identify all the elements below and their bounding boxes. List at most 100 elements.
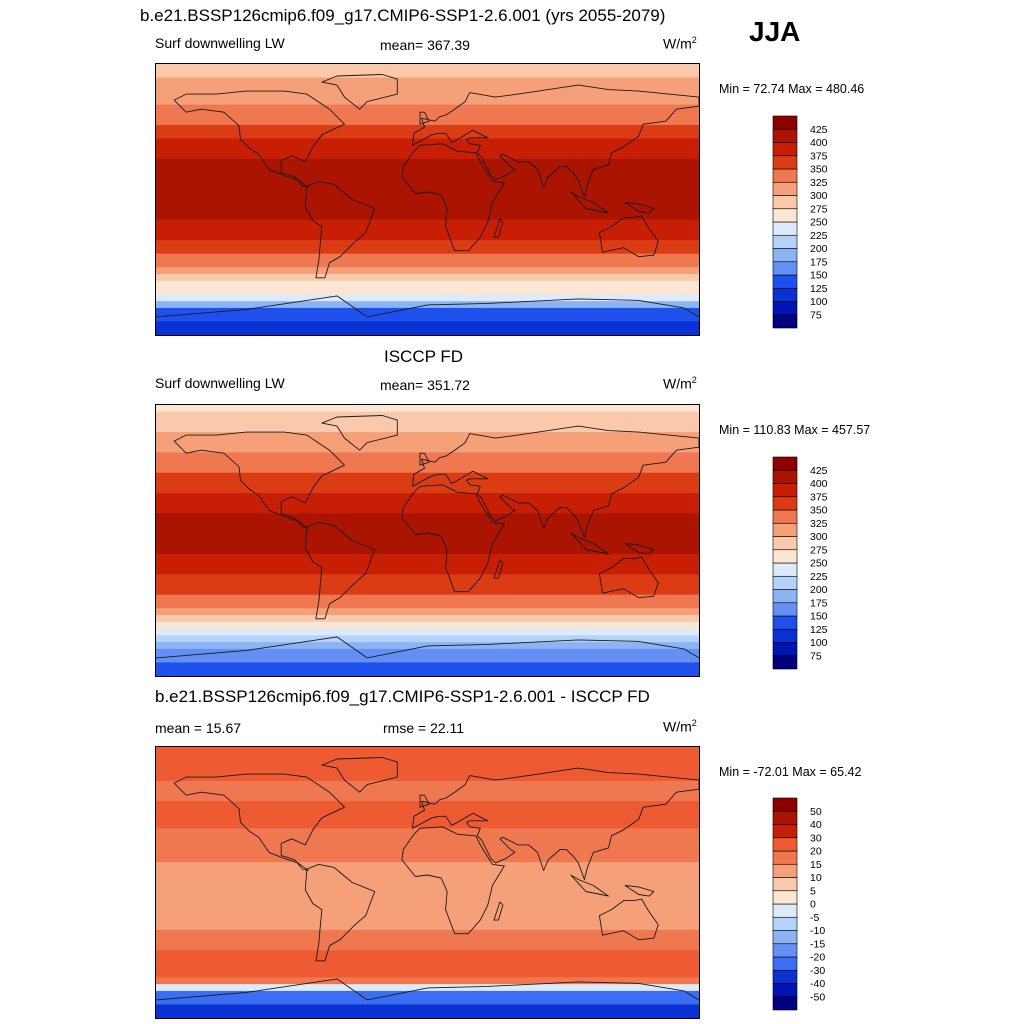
panel2-units-label: W/m2 [663,375,697,392]
panel2-map-band [156,499,699,508]
panel1-map-band [156,172,699,180]
panel2-colorbar-box [772,522,798,537]
panel3-colorbar-box [772,916,798,931]
panel2-map [155,404,700,677]
panel1-colorbar-tick-label: 125 [810,283,828,295]
panel3-colorbar-tick-label: 50 [810,806,822,818]
panel3-map-band [156,909,699,917]
panel2-map-band [156,506,699,515]
panel1-colorbar-tick-label: 400 [810,137,828,149]
panel2-colorbar-tick-label: 100 [810,637,828,649]
panel1-colorbar-tick-label: 100 [810,296,828,308]
panel3-map-band [156,929,699,938]
panel2-map-band [156,418,699,426]
panel3-colorbar-box [772,996,798,1011]
panel1-map-band [156,226,699,234]
panel2-colorbar-box [772,575,798,590]
panel2-colorbar-box [772,642,798,657]
panel1-units-label: W/m2 [663,35,697,52]
panel2-map-band [156,465,699,474]
panel2-map-band [156,479,699,487]
panel3-map-band [156,943,699,951]
panel2-colorbar-box [772,483,798,498]
panel2-map-band [156,635,699,643]
panel3-map-coastline [156,978,699,1001]
panel2-map-band [156,587,699,596]
panel3-colorbar-box [772,810,798,825]
panel3-map-band [156,936,699,945]
panel1-colorbar-box [772,128,798,143]
panel2-variable-label: Surf downwelling LW [155,375,285,391]
panel3-map-coastline [493,901,504,921]
panel1-map-band [156,240,699,248]
panel2-map-band [156,628,699,636]
panel3-units-label: W/m2 [663,718,697,735]
panel1-colorbar-tick-label: 150 [810,270,828,282]
panel3-map-band [156,868,699,877]
panel3-minmax-label: Min = -72.01 Max = 65.42 [719,765,862,779]
panel2-map-band [156,669,699,676]
panel2-mean-label: mean= 351.72 [380,377,470,393]
panel2-map-band [156,547,699,555]
panel2-map-coastline [570,532,609,555]
panel3-map-band [156,896,699,904]
panel2-map-band [156,581,699,589]
panel3-map-band [156,747,699,755]
panel1-colorbar-box [772,115,798,130]
panel1-minmax-label: Min = 72.74 Max = 480.46 [719,82,865,96]
panel2-map-coastline [304,521,376,620]
panel3-colorbar-tick-label: -10 [810,925,825,937]
panel1-map-band [156,91,699,99]
panel2-map-coastline [411,425,699,538]
panel1-map [155,63,700,336]
panel3-rmse-label: rmse = 22.11 [383,720,465,736]
panel1-colorbar-box [772,142,798,157]
panel3-colorbar-tick-label: 0 [810,899,816,911]
panel3-map-band [156,794,699,802]
panel1-map-band [156,294,699,302]
panel1-map-band [156,267,699,275]
panel2-map-band [156,648,699,657]
panel3-map-band [156,767,699,775]
panel1-map-band [156,124,699,133]
panel2-map-coastline [598,556,659,599]
panel2-map-band [156,655,699,664]
panel1-map-band [156,131,699,140]
panel3-map-band [156,977,699,985]
panel1-map-band [156,253,699,262]
panel1-map-band [156,307,699,316]
panel1-colorbar-box [772,261,798,276]
panel1-map-band [156,70,699,79]
panel3-map-band [156,848,699,857]
panel2-map-band [156,452,699,460]
panel3-colorbar-box [772,903,798,918]
panel2-colorbar-tick-label: 225 [810,571,828,583]
panel2-colorbar-tick-label: 425 [810,465,828,477]
panel2-colorbar-tick-label: 75 [810,650,822,662]
panel1-map-coastline [304,180,376,279]
panel2-map-band [156,601,699,609]
panel3-map-band [156,828,699,836]
panel2-map-band [156,405,699,413]
panel2-title: ISCCP FD [384,347,464,366]
panel1-colorbar-tick-label: 225 [810,230,828,242]
panel2-map-band [156,493,699,501]
panel2-map-coastline [624,543,655,555]
panel1-colorbar-box [772,248,798,263]
panel1-map-band [156,165,699,174]
panel3-map-band [156,950,699,958]
panel2-map-band [156,513,699,521]
panel3-colorbar-tick-label: -20 [810,952,825,964]
panel2-map-band [156,438,699,447]
panel1-colorbar-box [772,181,798,196]
panel1-mean-label: mean= 367.39 [380,37,470,53]
panel3-map-coastline [411,767,699,880]
panel1-map-band [156,328,699,335]
panel3-map-band [156,835,699,843]
panel1-map-band [156,145,699,153]
panel3-map-band [156,753,699,762]
panel3-colorbar: -50 -40 -30 -20 -15 -10 -5 0 5 10 15 20 30 40 50 [772,797,853,1013]
panel1-map-band [156,274,699,282]
panel3-map-band [156,1004,699,1012]
panel3-colorbar-tick-label: -50 [810,991,825,1003]
